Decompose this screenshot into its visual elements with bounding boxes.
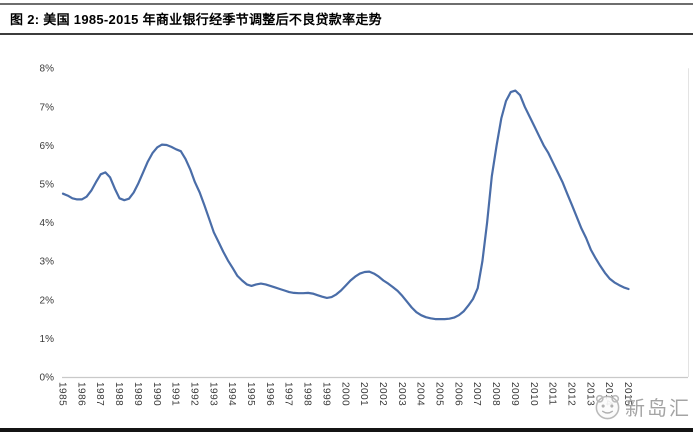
x-tick-label: 2006 [452,382,463,406]
x-tick-label: 1991 [170,382,181,406]
x-tick-label: 1986 [75,382,86,406]
x-tick-label: 1989 [132,382,143,406]
x-tick-label: 1999 [320,382,331,406]
x-tick-label: 2002 [377,382,388,406]
watermark-text: 新岛汇 [625,398,691,420]
x-tick-label: 2009 [509,382,520,406]
x-tick-label: 2008 [490,382,501,406]
x-tick-label: 1996 [264,382,275,406]
y-tick-label: 4% [40,218,55,229]
figure-title: 图 2: 美国 1985-2015 年商业银行经季节调整后不良贷款率走势 [10,12,382,27]
x-tick-label: 2015 [622,382,633,406]
y-tick-label: 3% [40,257,55,268]
title-divider [0,33,693,35]
y-tick-label: 5% [40,180,55,191]
x-tick-label: 2001 [358,382,369,406]
x-tick-label: 2007 [471,382,482,406]
npl-rate-line-chart: 0% 1% 2% 3% 4% 5% 6% 7% 8% 1985 1986 1987 1988 1989 19… [40,64,689,406]
y-tick-label: 8% [40,64,55,75]
x-tick-label: 2012 [565,382,576,406]
x-tick-label: 2014 [603,382,614,406]
x-tick-label: 2010 [528,382,539,406]
x-tick-label: 2005 [434,382,445,406]
x-tick-label: 2004 [415,382,426,406]
x-tick-label: 1985 [57,382,68,406]
x-tick-label: 2013 [584,382,595,406]
x-tick-label: 2011 [547,382,558,406]
watermark: 新岛汇 [593,392,691,421]
x-tick-label: 1990 [151,382,162,406]
x-tick-label: 1998 [302,382,313,406]
bottom-divider [0,428,693,432]
y-tick-label: 7% [40,102,55,113]
y-tick-label: 6% [40,141,55,152]
x-tick-label: 1994 [226,382,237,406]
x-tick-label: 1993 [207,382,218,406]
x-tick-label: 1995 [245,382,256,406]
x-tick-label: 1997 [283,382,294,406]
y-tick-label: 2% [40,295,55,306]
x-tick-label: 2003 [396,382,407,406]
xindaohui-logo-icon [595,394,620,420]
top-divider [0,3,693,5]
npl-rate-line [61,89,630,321]
x-tick-label: 1992 [188,382,199,406]
y-tick-label: 1% [40,334,55,345]
x-tick-label: 1988 [113,382,124,406]
y-tick-label: 0% [40,373,55,384]
x-tick-label: 1987 [94,382,105,406]
x-tick-label: 2000 [339,382,350,406]
